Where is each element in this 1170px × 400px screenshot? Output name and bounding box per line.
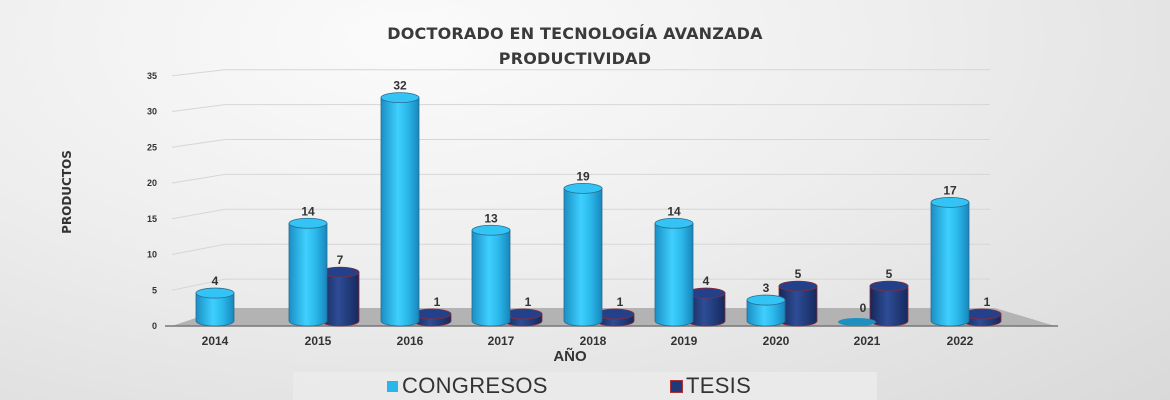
x-tick-label: 2014: [202, 334, 229, 348]
y-tick-label: 5: [152, 285, 157, 295]
y-tick-label: 15: [147, 214, 157, 224]
bars: [195, 92, 1002, 327]
bar-congresos[interactable]: [563, 182, 603, 327]
data-label-congresos: 17: [943, 183, 957, 197]
bar-congresos[interactable]: [288, 217, 328, 327]
x-axis-title: AÑO: [553, 348, 587, 365]
gridlines: [171, 69, 990, 291]
y-tick-label: 10: [147, 250, 157, 260]
data-label-congresos: 14: [301, 204, 315, 218]
y-tick-label: 35: [147, 71, 157, 81]
bar-congresos[interactable]: [654, 217, 694, 327]
data-label-tesis: 1: [525, 295, 532, 309]
bar-congresos[interactable]: [471, 224, 511, 327]
legend: CONGRESOS TESIS: [293, 372, 877, 400]
bar-congresos[interactable]: [380, 92, 420, 327]
data-label-congresos: 3: [763, 281, 770, 295]
legend-label-tesis: TESIS: [686, 373, 752, 398]
data-label-tesis: 4: [703, 274, 710, 288]
legend-item-tesis[interactable]: TESIS: [670, 373, 752, 399]
bar-tesis[interactable]: [412, 308, 452, 327]
bar-tesis[interactable]: [869, 280, 909, 327]
axis-labels: 0510152025303542014714201513220161132017…: [147, 71, 991, 348]
data-label-congresos: 4: [212, 274, 219, 288]
bar-congresos[interactable]: [838, 318, 876, 326]
x-tick-label: 2018: [580, 334, 607, 348]
bar-congresos[interactable]: [746, 294, 786, 327]
bar-congresos[interactable]: [195, 287, 235, 327]
data-label-congresos: 0: [860, 301, 867, 315]
data-label-congresos: 14: [667, 204, 681, 218]
bar-tesis[interactable]: [962, 308, 1002, 327]
data-label-tesis: 1: [617, 295, 624, 309]
x-tick-label: 2016: [397, 334, 424, 348]
data-label-tesis: 5: [886, 267, 893, 281]
data-label-tesis: 1: [434, 295, 441, 309]
data-label-congresos: 19: [576, 169, 590, 183]
x-tick-label: 2020: [763, 334, 790, 348]
legend-swatch-congresos: [387, 380, 398, 392]
x-tick-label: 2017: [488, 334, 515, 348]
x-tick-label: 2019: [671, 334, 698, 348]
legend-swatch-tesis: [670, 379, 683, 393]
x-tick-label: 2015: [305, 334, 332, 348]
chart-title-line2: PRODUCTIVIDAD: [498, 49, 652, 68]
data-label-congresos: 13: [484, 211, 498, 225]
bar-tesis[interactable]: [778, 280, 818, 327]
data-label-tesis: 7: [337, 253, 344, 267]
data-label-tesis: 1: [984, 295, 991, 309]
y-tick-label: 25: [147, 142, 157, 152]
x-tick-label: 2022: [947, 334, 974, 348]
bar-congresos[interactable]: [930, 196, 970, 327]
legend-label-congresos: CONGRESOS: [402, 373, 548, 398]
x-tick-label: 2021: [854, 334, 881, 348]
chart-title-line1: DOCTORADO EN TECNOLOGÍA AVANZADA: [387, 24, 763, 43]
bar-tesis[interactable]: [595, 308, 635, 327]
legend-item-congresos[interactable]: CONGRESOS: [387, 373, 548, 399]
y-tick-label: 30: [147, 107, 157, 117]
y-tick-label: 20: [147, 178, 157, 188]
data-label-tesis: 5: [795, 267, 802, 281]
bar-tesis[interactable]: [686, 287, 726, 327]
y-tick-label: 0: [152, 321, 157, 331]
bar-tesis[interactable]: [320, 266, 360, 327]
data-label-congresos: 32: [393, 79, 407, 93]
